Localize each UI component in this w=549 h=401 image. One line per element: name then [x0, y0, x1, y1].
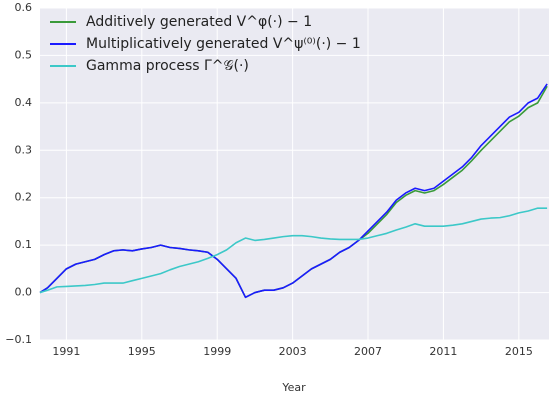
x-tick-label: 2007	[354, 345, 382, 358]
x-tick-label: 2015	[505, 345, 533, 358]
legend-label: Multiplicatively generated V^ψ⁽⁰⁾(·) − 1	[86, 36, 361, 52]
line	[39, 207, 548, 294]
legend-label: Additively generated V^φ(·) − 1	[86, 14, 312, 30]
x-tick-label: 2011	[429, 345, 457, 358]
y-tick-label: 0.5	[15, 48, 33, 61]
y-tick-label: 0.0	[15, 286, 33, 299]
plot-area	[40, 8, 549, 340]
x-tick-label: 1991	[52, 345, 80, 358]
y-tick-label: 0.1	[15, 238, 33, 251]
x-tick-label: 2003	[279, 345, 307, 358]
x-tick-label: 1995	[128, 345, 156, 358]
line	[39, 83, 548, 299]
x-axis-label: Year	[281, 381, 306, 394]
x-tick-label: 1999	[203, 345, 231, 358]
y-tick-label: 0.4	[15, 96, 33, 109]
y-tick-label: 0.2	[15, 191, 33, 204]
y-tick-label: 0.3	[15, 143, 33, 156]
y-tick-label: 0.6	[15, 1, 33, 14]
y-tick-label: −0.1	[5, 333, 32, 346]
legend-label: Gamma process Γ^𝒢(·)	[86, 58, 249, 74]
